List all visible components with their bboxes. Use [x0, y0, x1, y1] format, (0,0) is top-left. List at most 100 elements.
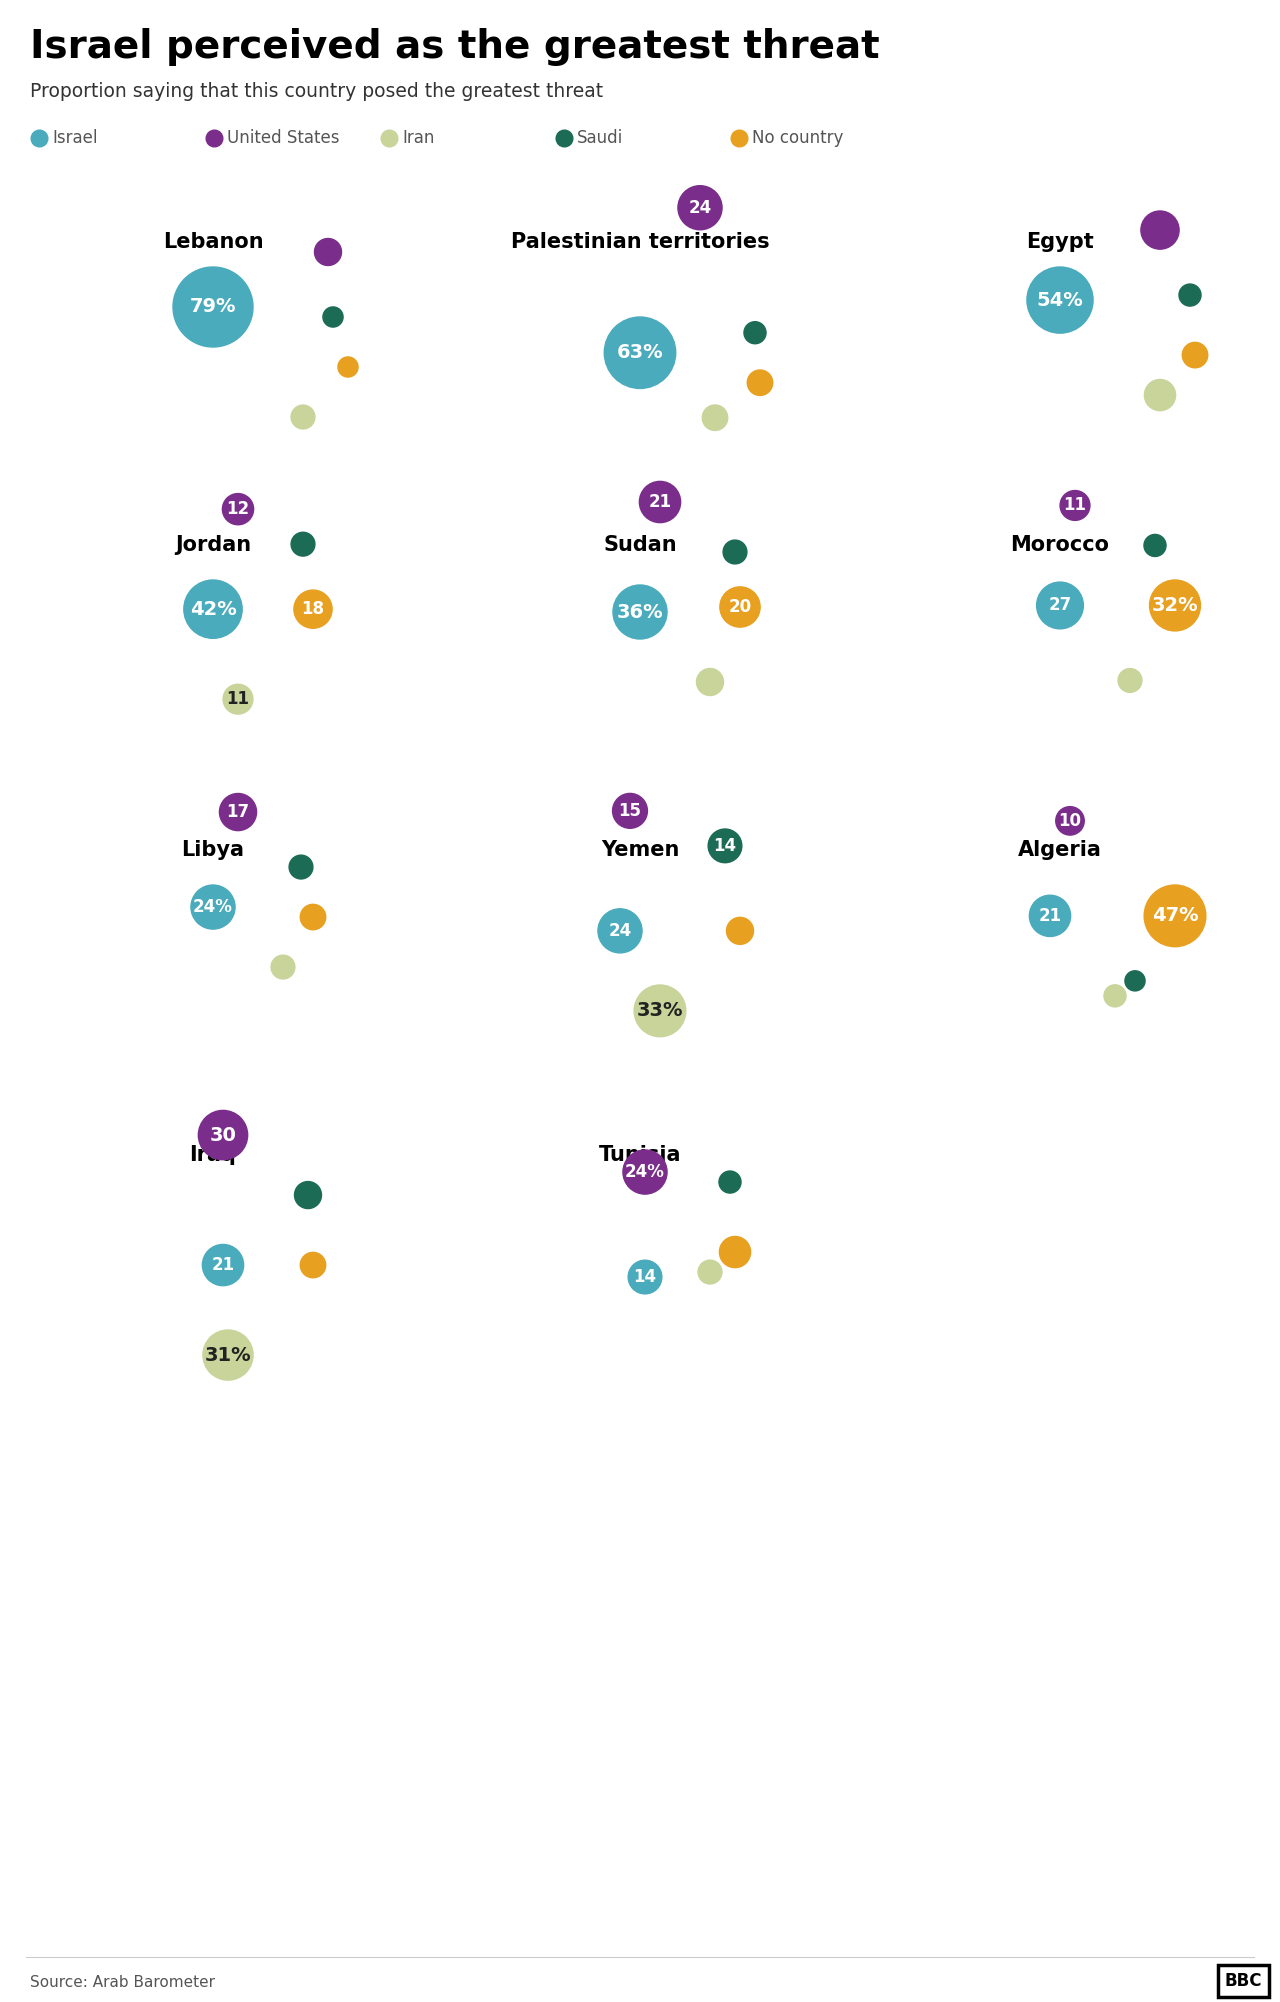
Circle shape: [1037, 583, 1083, 629]
Text: Algeria: Algeria: [1018, 841, 1102, 861]
Circle shape: [219, 793, 256, 831]
Circle shape: [678, 186, 722, 230]
Text: Egypt: Egypt: [1027, 232, 1094, 252]
Circle shape: [338, 356, 358, 376]
Circle shape: [613, 793, 648, 829]
Circle shape: [173, 266, 253, 346]
Text: Tunisia: Tunisia: [599, 1145, 681, 1165]
Circle shape: [1144, 535, 1166, 557]
Circle shape: [1027, 266, 1093, 332]
Text: 33%: 33%: [636, 1001, 684, 1021]
Circle shape: [727, 917, 754, 945]
Text: Iraq: Iraq: [189, 1145, 237, 1165]
Circle shape: [744, 322, 765, 344]
Circle shape: [640, 480, 681, 523]
Text: Sudan: Sudan: [603, 535, 677, 555]
Text: 21: 21: [1038, 907, 1061, 925]
Circle shape: [223, 494, 253, 525]
Circle shape: [301, 905, 325, 929]
Text: 24: 24: [608, 921, 631, 939]
Circle shape: [628, 1259, 662, 1293]
Circle shape: [323, 306, 343, 326]
Circle shape: [723, 541, 748, 565]
Circle shape: [696, 669, 723, 695]
Text: 11: 11: [1064, 496, 1087, 515]
Circle shape: [719, 1171, 741, 1193]
Text: Yemen: Yemen: [600, 841, 680, 861]
Circle shape: [184, 581, 242, 639]
Text: 20: 20: [728, 599, 751, 617]
Circle shape: [301, 1253, 325, 1277]
Text: 21: 21: [649, 492, 672, 511]
Circle shape: [634, 985, 686, 1037]
Circle shape: [223, 685, 253, 715]
Text: 24%: 24%: [625, 1163, 664, 1181]
Circle shape: [204, 1329, 253, 1379]
Circle shape: [294, 591, 332, 629]
Text: 47%: 47%: [1152, 907, 1198, 925]
Circle shape: [1029, 895, 1070, 937]
Circle shape: [708, 829, 742, 863]
Circle shape: [1103, 985, 1126, 1007]
Circle shape: [719, 1237, 750, 1267]
Circle shape: [703, 404, 728, 430]
Text: 32%: 32%: [1152, 597, 1198, 615]
Text: 30: 30: [210, 1125, 237, 1145]
Text: Morocco: Morocco: [1010, 535, 1110, 555]
Text: 12: 12: [227, 500, 250, 519]
Text: Saudi: Saudi: [577, 128, 623, 146]
Text: 17: 17: [227, 803, 250, 821]
Text: Jordan: Jordan: [175, 535, 251, 555]
Circle shape: [1140, 210, 1179, 248]
Text: 18: 18: [302, 601, 325, 619]
Text: Source: Arab Barometer: Source: Arab Barometer: [29, 1976, 215, 1990]
Text: Israel: Israel: [52, 128, 97, 146]
Circle shape: [1144, 885, 1206, 947]
Circle shape: [271, 955, 294, 979]
Circle shape: [698, 1259, 722, 1283]
Text: Lebanon: Lebanon: [163, 232, 264, 252]
Text: 27: 27: [1048, 597, 1071, 615]
Circle shape: [294, 1181, 321, 1209]
Text: Israel perceived as the greatest threat: Israel perceived as the greatest threat: [29, 28, 879, 66]
Text: 36%: 36%: [617, 603, 663, 621]
Text: 10: 10: [1059, 813, 1082, 831]
Circle shape: [198, 1111, 247, 1159]
Text: United States: United States: [227, 128, 339, 146]
Circle shape: [613, 585, 667, 639]
Text: Palestinian territories: Palestinian territories: [511, 232, 769, 252]
Circle shape: [191, 885, 236, 929]
Circle shape: [315, 238, 342, 266]
Circle shape: [289, 855, 312, 879]
Circle shape: [1179, 284, 1201, 306]
Circle shape: [1119, 669, 1142, 693]
Circle shape: [604, 316, 676, 388]
Circle shape: [1056, 807, 1084, 835]
Text: 79%: 79%: [189, 298, 237, 316]
Circle shape: [598, 909, 643, 953]
Circle shape: [291, 533, 315, 557]
Text: 24%: 24%: [193, 899, 233, 917]
Circle shape: [623, 1149, 667, 1193]
Text: 14: 14: [634, 1267, 657, 1285]
Text: Libya: Libya: [182, 841, 244, 861]
Circle shape: [1149, 581, 1201, 631]
Text: BBC: BBC: [1225, 1972, 1262, 1990]
Circle shape: [719, 587, 760, 627]
Circle shape: [291, 404, 315, 428]
Text: No country: No country: [753, 128, 844, 146]
Circle shape: [1183, 342, 1208, 368]
Circle shape: [748, 370, 773, 396]
Text: 21: 21: [211, 1255, 234, 1273]
Text: 15: 15: [618, 803, 641, 821]
Circle shape: [1125, 971, 1146, 991]
Text: 42%: 42%: [189, 601, 237, 619]
Text: 31%: 31%: [205, 1345, 251, 1365]
Circle shape: [1144, 380, 1175, 410]
Text: 14: 14: [713, 837, 736, 855]
Text: Proportion saying that this country posed the greatest threat: Proportion saying that this country pose…: [29, 82, 603, 100]
Text: 24: 24: [689, 198, 712, 216]
Circle shape: [1060, 490, 1091, 521]
Text: 11: 11: [227, 691, 250, 709]
Text: 63%: 63%: [617, 342, 663, 362]
